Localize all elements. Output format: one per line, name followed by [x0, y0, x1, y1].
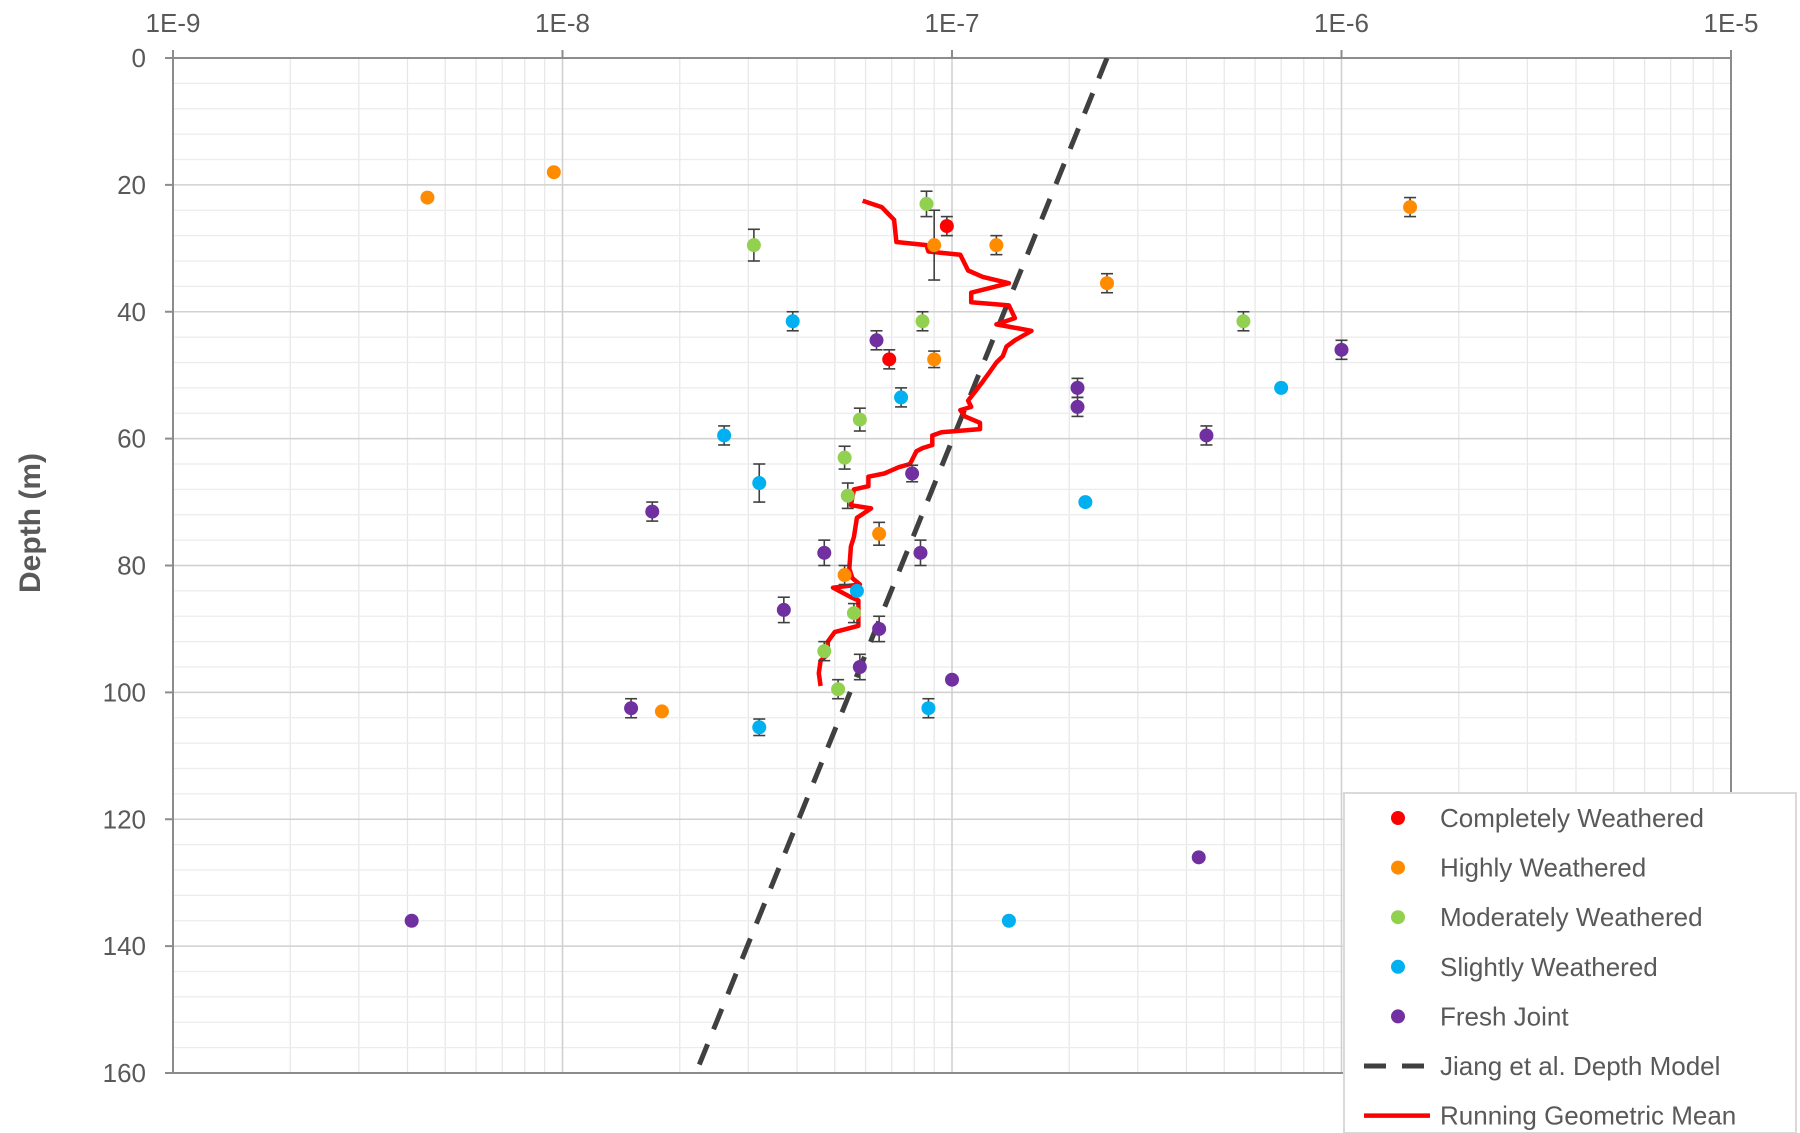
moderately-weathered-point: [746, 238, 761, 253]
legend-swatch-moderately-weathered: [1391, 910, 1405, 925]
y-axis-title: Depth (m): [14, 453, 47, 593]
slightly-weathered-point: [717, 428, 732, 443]
fresh-joint-point: [1070, 399, 1085, 414]
fresh-joint-point: [817, 545, 832, 560]
moderately-weathered-point: [831, 682, 846, 697]
highly-weathered-point: [927, 238, 942, 253]
x-tick-label: 1E-6: [1314, 8, 1369, 38]
legend-label-jiang-et-al-depth-model: Jiang et al. Depth Model: [1440, 1051, 1720, 1081]
highly-weathered-point: [654, 704, 669, 719]
fresh-joint-point: [1199, 428, 1214, 443]
completely-weathered-point: [882, 352, 897, 367]
y-tick-label: 60: [117, 424, 146, 454]
x-tick-label: 1E-9: [146, 8, 201, 38]
fresh-joint-point: [1070, 380, 1085, 395]
slightly-weathered-point: [785, 314, 800, 329]
completely-weathered-point: [939, 219, 954, 234]
y-tick-label: 140: [103, 931, 146, 961]
y-tick-label: 120: [103, 804, 146, 834]
moderately-weathered-point: [919, 196, 934, 211]
fresh-joint-point: [404, 913, 419, 928]
x-tick-label: 1E-5: [1704, 8, 1759, 38]
fresh-joint-point: [776, 602, 791, 617]
slightly-weathered-point: [1274, 380, 1289, 395]
moderately-weathered-point: [852, 412, 867, 427]
moderately-weathered-point: [837, 450, 852, 465]
running-geometric-mean-line: [816, 198, 1034, 687]
moderately-weathered-point: [840, 488, 855, 503]
y-tick-label: 100: [103, 677, 146, 707]
highly-weathered-point: [546, 165, 561, 180]
fresh-joint-point: [852, 660, 867, 674]
legend-label-moderately-weathered: Moderately Weathered: [1440, 902, 1703, 932]
fresh-joint-point: [945, 672, 959, 687]
moderately-weathered-point: [846, 606, 861, 621]
fresh-joint-point: [905, 466, 920, 481]
legend-label-running-geometric-mean: Running Geometric Mean: [1440, 1101, 1736, 1131]
slightly-weathered-point: [752, 476, 767, 491]
y-tick-label: 40: [117, 297, 146, 327]
legend-label-highly-weathered: Highly Weathered: [1440, 853, 1646, 883]
legend: Completely Weathered Highly Weathered Mode…: [1343, 792, 1797, 1133]
fresh-joint-point: [624, 701, 639, 716]
legend-label-completely-weathered: Completely Weathered: [1440, 803, 1704, 833]
moderately-weathered-point: [915, 314, 930, 329]
moderately-weathered-point: [817, 644, 832, 659]
y-tick-label: 0: [132, 43, 146, 73]
fresh-joint-point: [913, 545, 928, 560]
highly-weathered-point: [420, 190, 435, 205]
jiang-et-al-depth-model-line: [693, 58, 1110, 1073]
legend-swatch-slightly-weathered: [1391, 959, 1405, 974]
legend-swatch-fresh-joint: [1391, 1009, 1405, 1024]
model-lines: [693, 58, 1110, 1073]
highly-weathered-point: [927, 352, 942, 367]
moderately-weathered-point: [1236, 314, 1251, 329]
legend-label-fresh-joint: Fresh Joint: [1440, 1001, 1569, 1031]
data-points: [404, 165, 1418, 928]
fresh-joint-point: [645, 504, 660, 519]
fresh-joint-point: [869, 333, 884, 348]
slightly-weathered-point: [1001, 913, 1016, 928]
x-tick-label: 1E-8: [535, 8, 590, 38]
fresh-joint-point: [1334, 342, 1349, 357]
y-tick-label: 80: [117, 551, 146, 581]
slightly-weathered-point: [921, 701, 936, 716]
highly-weathered-point: [872, 526, 887, 541]
fresh-joint-point: [872, 621, 887, 636]
slightly-weathered-point: [849, 583, 864, 598]
legend-box: [1343, 792, 1797, 1133]
slightly-weathered-point: [752, 720, 767, 735]
x-tick-label: 1E-7: [925, 8, 980, 38]
grid: [172, 57, 1732, 1074]
fresh-joint-point: [1191, 850, 1206, 865]
tick-labels: 1E-9 1E-8 1E-7 1E-6 1E-5 0 20 40 60 80 100 120 140 16…: [103, 8, 1759, 1088]
y-tick-label: 20: [117, 170, 146, 200]
slightly-weathered-point: [894, 390, 909, 405]
legend-swatch-completely-weathered: [1391, 811, 1405, 825]
y-tick-label: 160: [103, 1058, 146, 1088]
legend-label-slightly-weathered: Slightly Weathered: [1440, 952, 1658, 982]
highly-weathered-point: [1099, 276, 1114, 291]
legend-swatch-highly-weathered: [1391, 860, 1405, 875]
highly-weathered-point: [1403, 200, 1418, 215]
highly-weathered-point: [989, 238, 1004, 253]
highly-weathered-point: [837, 568, 852, 583]
slightly-weathered-point: [1078, 495, 1093, 510]
